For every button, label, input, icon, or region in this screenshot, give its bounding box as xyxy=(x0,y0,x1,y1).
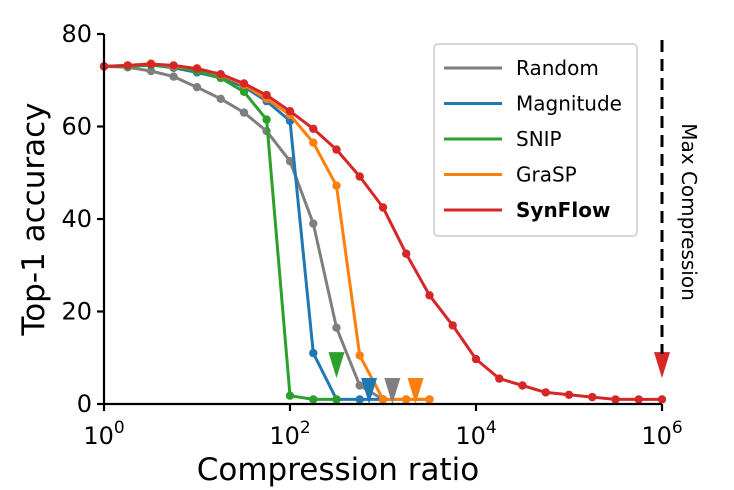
data-point-grasp-11 xyxy=(355,351,364,360)
max-compression-label: Max Compression xyxy=(677,123,701,300)
data-point-magnitude-11 xyxy=(355,395,364,404)
data-point-random-3 xyxy=(169,72,178,81)
data-point-random-11 xyxy=(355,381,364,390)
data-point-synflow-3 xyxy=(169,61,178,70)
data-point-synflow-12 xyxy=(378,203,388,212)
data-point-random-9 xyxy=(309,219,318,228)
data-point-synflow-10 xyxy=(332,145,341,154)
data-point-synflow-16 xyxy=(471,354,481,364)
max-compression-marker-synflow xyxy=(654,352,670,379)
series-synflow xyxy=(99,59,667,404)
max-compression-marker-magnitude xyxy=(361,378,378,404)
data-point-synflow-23 xyxy=(634,395,643,404)
y-tick-label-40: 40 xyxy=(61,205,92,233)
data-point-synflow-7 xyxy=(262,90,271,100)
max-compression-marker-grasp xyxy=(407,378,424,404)
data-point-grasp-10 xyxy=(332,181,341,190)
data-point-synflow-8 xyxy=(285,107,295,116)
x-tick-label-6: 106 xyxy=(641,418,682,450)
x-tick-label-4: 104 xyxy=(455,418,496,450)
data-point-synflow-19 xyxy=(541,388,550,397)
y-tick-label-0: 0 xyxy=(77,390,92,418)
marker-layer xyxy=(328,352,670,404)
legend-label-grasp: GraSP xyxy=(516,163,577,187)
data-point-grasp-12 xyxy=(378,395,388,404)
series-grasp xyxy=(99,59,434,404)
data-point-synflow-15 xyxy=(448,321,457,330)
legend-label-snip: SNIP xyxy=(516,127,562,151)
y-tick-label-20: 20 xyxy=(61,298,92,326)
data-point-random-5 xyxy=(216,94,225,104)
data-point-random-8 xyxy=(285,157,295,166)
legend-label-random: Random xyxy=(516,56,599,80)
data-point-random-2 xyxy=(146,66,156,76)
max-compression-marker-random xyxy=(384,378,401,404)
data-point-random-4 xyxy=(192,83,202,92)
series-snip xyxy=(99,60,341,404)
data-point-synflow-22 xyxy=(611,395,620,404)
y-tick-label-60: 60 xyxy=(61,113,92,141)
legend-label-magnitude: Magnitude xyxy=(516,92,622,116)
series-line-grasp xyxy=(102,62,431,401)
data-point-random-6 xyxy=(239,108,249,117)
data-point-grasp-13 xyxy=(402,395,411,404)
data-point-synflow-11 xyxy=(355,172,364,181)
data-point-snip-8 xyxy=(285,391,295,400)
data-point-random-10 xyxy=(332,323,341,332)
data-point-synflow-2 xyxy=(146,59,156,69)
data-point-grasp-14 xyxy=(425,395,434,404)
data-point-synflow-20 xyxy=(564,390,574,399)
data-point-synflow-21 xyxy=(588,392,597,402)
data-point-snip-9 xyxy=(309,395,318,404)
data-point-snip-6 xyxy=(239,87,249,97)
x-tick-label-0: 100 xyxy=(83,418,124,450)
data-point-synflow-17 xyxy=(495,374,504,383)
series-random xyxy=(99,62,434,404)
data-point-grasp-9 xyxy=(309,138,318,147)
axes-layer: 0 20 40 60 80 100 102 104 106 xyxy=(61,20,682,450)
data-point-synflow-4 xyxy=(192,64,202,73)
data-point-synflow-1 xyxy=(123,61,132,70)
data-point-synflow-9 xyxy=(309,124,318,133)
legend: Random Magnitude SNIP GraSP SynFlow xyxy=(433,43,638,237)
data-point-synflow-6 xyxy=(239,79,249,88)
data-point-magnitude-9 xyxy=(309,348,318,358)
data-point-snip-10 xyxy=(332,395,341,404)
x-tick-label-2: 102 xyxy=(269,418,310,450)
data-point-synflow-14 xyxy=(425,291,434,300)
x-axis-label: Compression ratio xyxy=(197,452,479,488)
data-point-synflow-18 xyxy=(518,381,527,390)
data-point-synflow-24 xyxy=(657,395,667,404)
data-point-synflow-5 xyxy=(216,70,225,79)
legend-label-synflow: SynFlow xyxy=(516,198,610,222)
data-point-snip-7 xyxy=(262,115,271,124)
series-layer xyxy=(99,59,667,404)
max-compression-marker-snip xyxy=(328,352,345,379)
data-point-synflow-13 xyxy=(402,249,411,258)
y-tick-label-80: 80 xyxy=(61,20,92,48)
legend-box xyxy=(433,43,638,237)
y-axis-label: Top-1 accuracy xyxy=(16,103,52,337)
